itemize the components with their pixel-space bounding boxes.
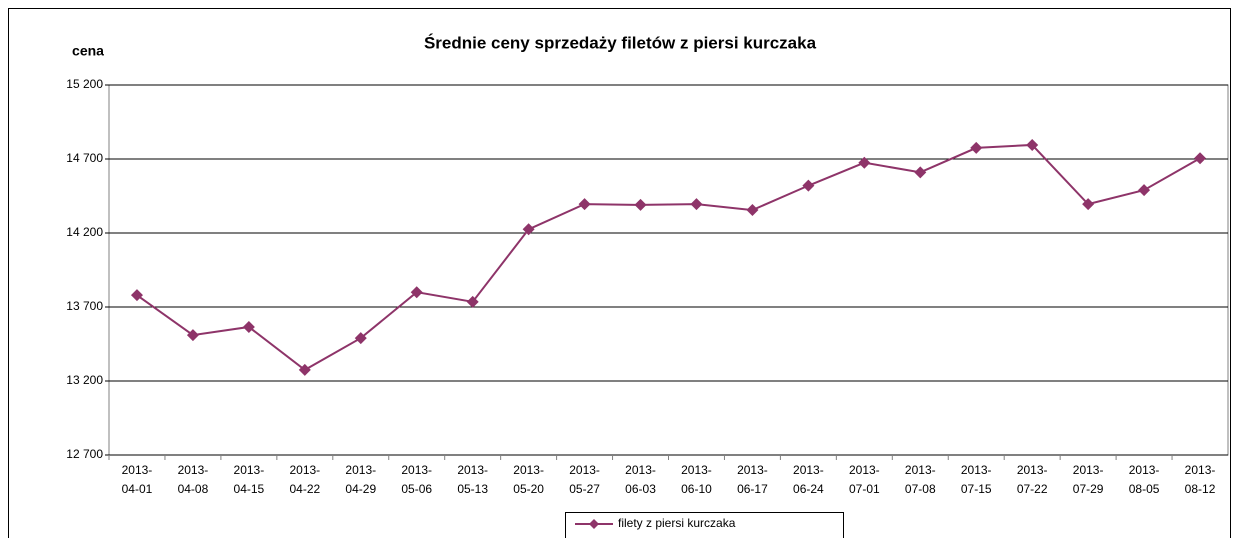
data-point xyxy=(746,204,759,217)
y-tick-label: 14 700 xyxy=(66,151,103,165)
x-tick-label: 2013-05-13 xyxy=(457,463,488,496)
x-tick-label: 2013-04-15 xyxy=(234,463,265,496)
x-tick-label: 2013-05-20 xyxy=(513,463,544,496)
data-point xyxy=(634,198,647,211)
data-point xyxy=(578,198,591,211)
x-tick-label: 2013-04-08 xyxy=(178,463,209,496)
x-tick-label: 2013-07-29 xyxy=(1073,463,1104,496)
y-tick-label: 13 200 xyxy=(66,373,103,387)
x-tick-label: 2013-08-05 xyxy=(1129,463,1160,496)
data-point xyxy=(242,320,255,333)
legend-box xyxy=(565,512,844,538)
legend-label: filety z piersi kurczaka xyxy=(618,516,736,530)
legend-marker xyxy=(589,519,599,529)
plot-area xyxy=(108,84,1229,456)
data-point xyxy=(410,286,423,299)
data-point xyxy=(298,363,311,376)
y-tick-label: 15 200 xyxy=(66,77,103,91)
x-tick-label: 2013-04-01 xyxy=(122,463,153,496)
data-point xyxy=(522,223,535,236)
x-tick-label: 2013-07-01 xyxy=(849,463,880,496)
x-tick-label: 2013-08-12 xyxy=(1185,463,1216,496)
data-point xyxy=(914,166,927,179)
data-point xyxy=(1194,152,1207,165)
x-tick-label: 2013-07-22 xyxy=(1017,463,1048,496)
legend: filety z piersi kurczaka xyxy=(565,512,844,538)
data-point xyxy=(354,332,367,345)
x-tick-label: 2013-05-27 xyxy=(569,463,600,496)
data-point xyxy=(130,289,143,302)
x-tick-label: 2013-07-08 xyxy=(905,463,936,496)
x-tick-label: 2013-06-03 xyxy=(625,463,656,496)
data-point xyxy=(802,179,815,192)
data-point xyxy=(1026,138,1039,151)
data-point xyxy=(1138,184,1151,197)
x-tick-label: 2013-06-10 xyxy=(681,463,712,496)
x-tick-label: 2013-04-29 xyxy=(345,463,376,496)
x-tick-label: 2013-06-17 xyxy=(737,463,768,496)
x-tick-label: 2013-05-06 xyxy=(401,463,432,496)
y-tick-label: 14 200 xyxy=(66,225,103,239)
data-point xyxy=(690,198,703,211)
data-point xyxy=(970,141,983,154)
data-point xyxy=(466,295,479,308)
x-tick-label: 2013-07-15 xyxy=(961,463,992,496)
y-tick-label: 12 700 xyxy=(66,447,103,461)
y-axis-label: cena xyxy=(72,43,104,59)
data-point xyxy=(186,329,199,342)
x-tick-label: 2013-04-22 xyxy=(289,463,320,496)
y-tick-label: 13 700 xyxy=(66,299,103,313)
series-line xyxy=(136,143,1201,372)
chart-title: Średnie ceny sprzedaży filetów z piersi … xyxy=(424,33,817,52)
data-point xyxy=(1082,198,1095,211)
x-tick-label: 2013-06-24 xyxy=(793,463,824,496)
data-point xyxy=(858,156,871,169)
